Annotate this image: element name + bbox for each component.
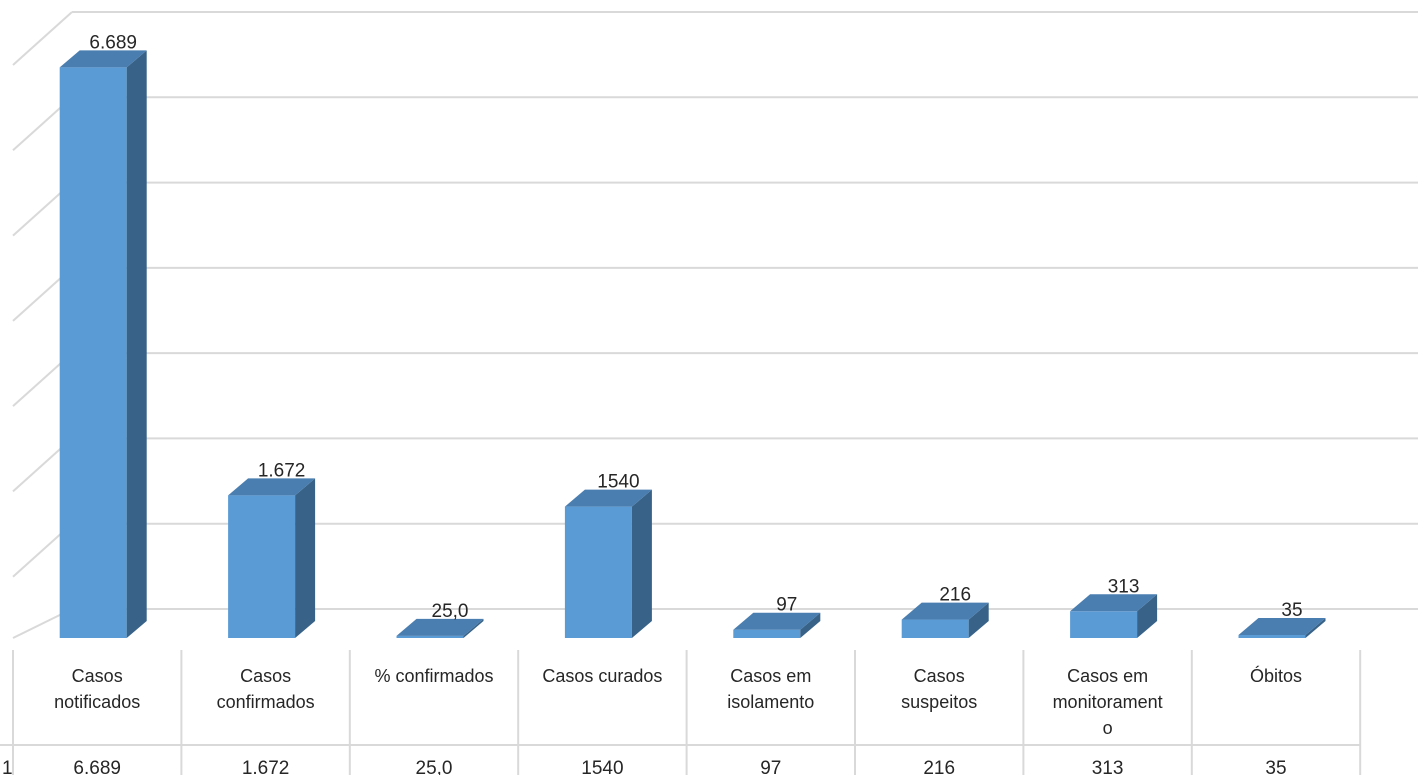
bar-front [564,506,632,638]
bar-top [228,478,316,496]
bar-side [968,602,989,638]
bar [396,618,484,638]
bar-top [901,602,989,620]
bar [59,50,147,639]
bar-side [295,478,316,638]
category-label-line: isolamento [727,692,814,712]
data-label: 6.689 [89,32,137,53]
category-label-line: Casos em [1067,666,1148,686]
data-label: 97 [776,595,797,616]
data-label: 35 [1281,600,1302,621]
bar [564,489,652,638]
data-label: 25,0 [432,601,469,622]
data-label: 313 [1108,576,1140,597]
bar-side [1305,618,1326,638]
category-label: Casos em monitorament o [1053,666,1163,738]
bar-front [733,629,801,638]
bar-front [1070,611,1138,638]
bar [901,602,989,638]
bar-top [59,50,147,68]
category-label: Casos confirmados [217,666,315,712]
category-label-line: o [1103,718,1113,738]
table-value: 25,0 [416,758,453,775]
bar [1238,618,1326,638]
category-label: Casos suspeitos [901,666,977,712]
category-label-line: monitorament [1053,692,1163,712]
table-value: 1.672 [242,758,290,775]
category-label: Casos em isolamento [727,666,814,712]
table-value: 216 [923,758,955,775]
bar-side [631,489,652,638]
category-label-line: notificados [54,692,140,712]
data-table: Casos notificados 6.689 Casos confirmados 1.6… [0,650,1362,775]
bar-top [564,489,652,507]
table-value: 313 [1092,758,1124,775]
category-label: Óbitos [1250,665,1302,686]
data-label: 1540 [597,472,639,493]
bar-front [901,619,969,638]
table-value: 6.689 [73,758,121,775]
gridlines [12,11,1418,639]
bar [228,478,316,638]
bar-front [396,635,464,638]
category-label-line: Casos [914,666,965,686]
category-label-line: Casos [72,666,123,686]
category-label: Casos notificados [54,666,140,712]
bar [1070,594,1158,638]
category-label-line: Casos [240,666,291,686]
bar-front [228,495,296,638]
category-label-line: Óbitos [1250,665,1302,686]
bar-top [396,618,484,636]
bar [733,612,821,638]
bar-front [1238,635,1306,638]
category-label-line: Casos em [730,666,811,686]
table-row-marker: 1 [2,758,13,775]
data-labels: 6.689 1.672 25,0 1540 97 216 313 35 [89,32,1302,621]
category-label: Casos curados [542,666,662,686]
category-label-line: confirmados [217,692,315,712]
bar-front [59,67,127,639]
table-value: 35 [1265,758,1286,775]
bar-side [126,50,147,639]
bar-side [463,618,484,638]
category-label-line: Casos curados [542,666,662,686]
bar-top [733,612,821,630]
data-label: 216 [939,585,971,606]
bar-side [800,612,821,638]
bar-top [1238,618,1326,636]
category-label: % confirmados [374,666,493,686]
bar-top [1070,594,1158,612]
table-value: 1540 [581,758,623,775]
bar-side [1137,594,1158,638]
table-value: 97 [760,758,781,775]
category-label-line: % confirmados [374,666,493,686]
category-label-line: suspeitos [901,692,977,712]
bars [59,50,1326,639]
data-label: 1.672 [258,460,306,481]
gridline-side [12,11,73,66]
